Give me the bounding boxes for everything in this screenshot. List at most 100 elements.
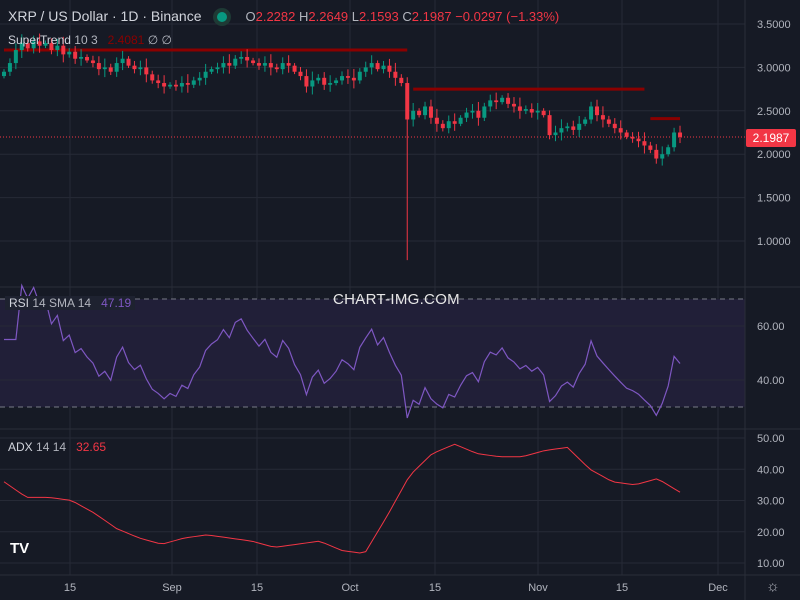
candle-body [577,123,582,130]
rsi-legend[interactable]: RSI 14 SMA 14 47.19 [5,296,136,310]
time-axis-label: 15 [429,582,441,594]
candle-body [511,103,516,107]
candle-body [120,58,125,64]
market-status-icon [217,12,228,22]
rsi-line [4,283,681,419]
candle-body [239,56,244,59]
close-value: 2.1987 [411,9,452,24]
candle-body [547,115,552,136]
candle-body [571,126,576,130]
candle-body [345,76,350,78]
candle-body [648,145,653,150]
price-axis-label: 3.0000 [757,62,791,74]
candle-body [428,106,433,118]
candle-body [96,63,101,70]
open-value: 2.2282 [255,9,296,24]
symbol-title[interactable]: XRP / US Dollar · 1D · Binance [8,8,202,24]
candle-body [268,63,273,68]
rsi-axis-label: 60.00 [757,321,785,333]
candle-body [322,77,327,85]
candle-body [328,83,333,85]
candle-body [375,63,380,70]
candle-body [351,77,356,81]
price-axis-label: 2.5000 [757,106,791,118]
candle-body [636,138,641,142]
candle-body [90,60,95,64]
candle-body [488,100,493,107]
candle-body [245,56,250,61]
candle-body [114,63,119,72]
candle-body [25,43,30,49]
candle-body [494,100,499,103]
candle-body [67,51,72,55]
candle-body [108,67,113,72]
candle-body [132,65,137,70]
price-axis-label: 3.5000 [757,19,791,31]
high-value: 2.2649 [308,9,349,24]
settings-gear-icon[interactable]: ☼ [766,578,780,595]
low-value: 2.1593 [359,9,399,24]
candle-body [233,58,238,66]
candle-body [251,60,256,64]
time-axis-label: 15 [616,582,628,594]
adx-legend[interactable]: ADX 14 14 32.65 [8,440,107,454]
candle-body [369,63,374,68]
candle-body [292,65,297,72]
candle-body [197,77,202,81]
candle-body [660,154,665,159]
candle-body [173,84,178,87]
candle-body [191,80,196,85]
candle-body [262,63,267,66]
candle-body [630,136,635,139]
candle-body [417,110,422,116]
candle-body [523,109,528,111]
time-axis-label: Dec [708,582,728,594]
candle-body [446,121,451,129]
symbol-legend: XRP / US Dollar · 1D · Binance O2.2282 H2… [8,8,560,24]
candle-body [434,117,439,124]
candle-body [506,97,511,104]
candle-body [464,112,469,118]
candle-body [179,83,184,87]
candle-body [393,71,398,78]
adx-axis-label: 20.00 [757,527,785,539]
candle-body [168,84,173,87]
candle-body [529,109,534,113]
candle-body [102,67,107,70]
rsi-axis-label: 40.00 [757,375,785,387]
rsi-band-fill [0,299,745,407]
candle-body [476,110,481,118]
candle-body [203,71,208,78]
candle-body [642,141,647,146]
time-axis-label: Sep [162,582,182,594]
candle-body [19,43,24,51]
tradingview-logo[interactable]: TV [10,540,30,557]
candle-body [156,80,161,84]
candle-body [600,115,605,120]
candle-body [458,117,463,124]
time-axis-label: 15 [64,582,76,594]
price-axis-label: 2.0000 [757,149,791,161]
candle-body [440,123,445,129]
candle-body [274,67,279,70]
candle-body [215,67,220,70]
candle-body [280,63,285,70]
candle-body [654,149,659,159]
time-axis-label: Oct [341,582,358,594]
candle-body [304,76,309,87]
candle-body [541,110,546,116]
adx-axis-label: 30.00 [757,496,785,508]
candle-body [535,110,540,113]
candle-body [672,132,677,148]
candle-body [618,128,623,133]
candle-body [209,69,214,72]
candle-body [624,132,629,137]
supertrend-legend[interactable]: SuperTrend 10 3 2.4081 ∅ ∅ [8,33,172,47]
time-axis-label: Nov [528,582,548,594]
candle-body [85,56,90,61]
candle-body [470,110,475,113]
candle-body [334,80,339,84]
candle-body [500,97,505,103]
candle-body [227,63,232,66]
